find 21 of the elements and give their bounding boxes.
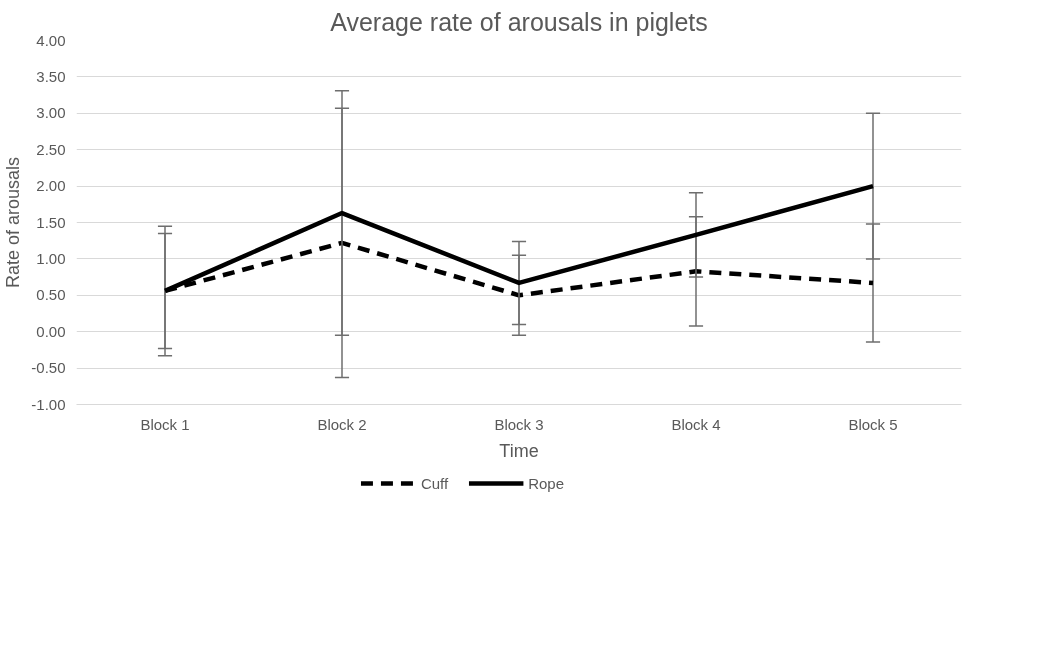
y-tick-label: 2.00	[36, 177, 66, 195]
y-tick-label: 4.00	[36, 31, 66, 49]
legend-label: Rope	[528, 474, 565, 492]
y-tick-label: 2.50	[36, 140, 66, 158]
y-tick-label: -1.00	[31, 395, 66, 413]
y-tick-label: 0.00	[36, 322, 66, 340]
x-tick-label: Block 1	[140, 415, 190, 433]
y-tick-label: 1.00	[36, 249, 66, 267]
chart-title: Average rate of arousals in piglets	[330, 7, 708, 36]
x-tick-label: Block 3	[494, 415, 544, 433]
y-tick-label: 1.50	[36, 213, 66, 231]
y-tick-label: 3.50	[36, 67, 66, 85]
x-tick-label: Block 4	[671, 415, 721, 433]
y-tick-label: 3.00	[36, 104, 66, 122]
y-tick-label: 0.50	[36, 286, 66, 304]
x-tick-label: Block 5	[848, 415, 898, 433]
x-axis-title: Time	[499, 440, 539, 461]
x-tick-label: Block 2	[317, 415, 367, 433]
legend-label: Cuff	[420, 474, 449, 492]
y-axis-title: Rate of arousals	[3, 156, 24, 289]
y-tick-label: -0.50	[31, 359, 66, 377]
